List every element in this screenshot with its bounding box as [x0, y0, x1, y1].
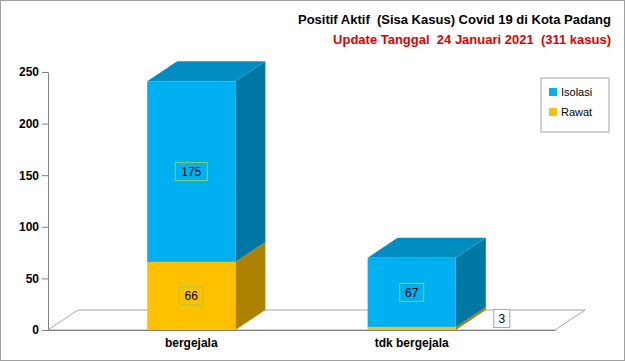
- y-tick-label: 0: [32, 323, 39, 337]
- data-label-box: [494, 309, 510, 327]
- y-tick-mark: [42, 124, 48, 125]
- bar: [368, 258, 456, 327]
- bar-top-face: [147, 61, 265, 81]
- legend-label: Rawat: [561, 106, 592, 118]
- bar: [147, 81, 235, 262]
- data-label-box: [400, 283, 424, 301]
- y-axis: 0 50 100 150 200 250: [19, 65, 49, 337]
- x-tick: tdk bergejala: [375, 330, 449, 350]
- data-label: 3: [498, 312, 505, 326]
- legend: Isolasi Rawat: [541, 78, 609, 132]
- bar-side-face: [235, 61, 265, 262]
- chart-frame: [1, 1, 625, 361]
- y-tick-mark: [42, 175, 48, 176]
- data-label-box: [175, 163, 207, 181]
- y-tick: 200: [19, 117, 48, 131]
- data-label: 67: [405, 286, 419, 300]
- y-tick-mark: [42, 72, 48, 73]
- legend-frame: [541, 78, 609, 132]
- bar: [368, 327, 456, 330]
- y-tick: 150: [19, 169, 48, 183]
- chart: 0 50 100 150 200 250 bergejala tdk bergejala 66 1…: [0, 0, 625, 361]
- data-label: 66: [185, 289, 199, 303]
- y-tick-label: 50: [26, 272, 40, 286]
- x-tick-label: tdk bergejala: [375, 336, 449, 350]
- data-label-box: [179, 287, 203, 305]
- y-tick: 250: [19, 65, 48, 79]
- y-tick-label: 200: [19, 117, 39, 131]
- floor: [48, 310, 585, 330]
- bar-top-face: [368, 238, 486, 258]
- y-tick-mark: [42, 330, 48, 331]
- data-labels: 66 175 3 67: [175, 163, 510, 328]
- y-axis-line: [48, 73, 49, 331]
- data-label: 175: [181, 165, 201, 179]
- y-tick: 100: [19, 220, 48, 234]
- subtitle: Update Tanggal 24 Januari 2021 (311 kasu…: [333, 32, 611, 47]
- legend-swatch: [549, 88, 557, 96]
- y-tick: 0: [32, 323, 48, 337]
- bar: [147, 262, 235, 330]
- legend-label: Isolasi: [561, 86, 592, 98]
- y-tick-mark: [42, 227, 48, 228]
- x-axis: bergejala tdk bergejala: [49, 330, 556, 350]
- y-tick-label: 250: [19, 65, 39, 79]
- y-tick-label: 100: [19, 220, 39, 234]
- bars: [147, 61, 486, 330]
- x-axis-line: [49, 330, 556, 331]
- y-tick: 50: [26, 272, 48, 286]
- y-tick-mark: [42, 278, 48, 279]
- y-tick-label: 150: [19, 169, 39, 183]
- legend-swatch: [549, 108, 557, 116]
- x-tick-label: bergejala: [165, 336, 218, 350]
- title: Positif Aktif (Sisa Kasus) Covid 19 di K…: [298, 12, 611, 27]
- x-tick: bergejala: [165, 330, 218, 350]
